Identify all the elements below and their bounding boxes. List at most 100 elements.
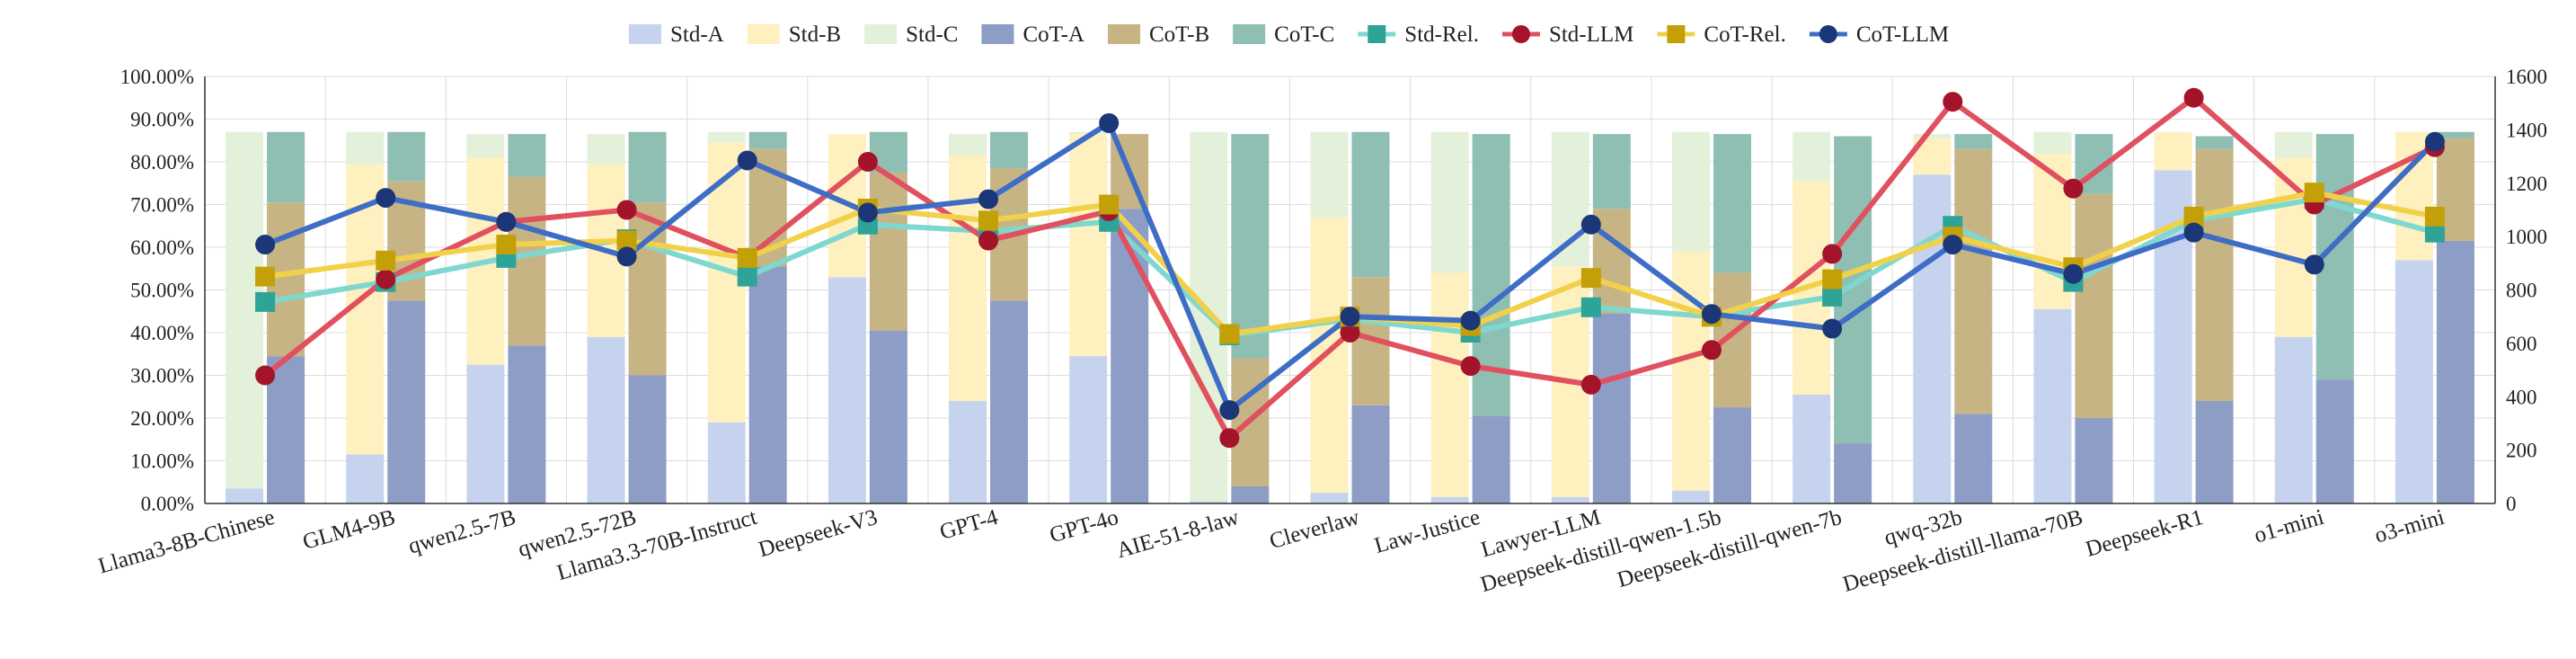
bar-std-c-6 [949,134,987,156]
bar-std-a-11 [1551,496,1589,503]
point-std-llm-11 [1580,374,1601,395]
bar-cot-a-15 [2075,418,2113,503]
legend-label-cot-rel: CoT-Rel. [1704,22,1785,47]
point-cot-rel-7 [1099,194,1120,215]
bar-cot-c-1 [387,131,426,182]
y-axis-tick-label: 100.00% [120,66,194,88]
bar-cot-c-0 [267,131,305,203]
point-std-rel-13 [1822,286,1843,307]
point-std-llm-0 [255,365,276,386]
bar-std-c-17 [2274,131,2313,158]
legend-swatch-cot-b [1107,24,1140,44]
point-cot-llm-7 [1099,112,1120,133]
y2-axis-tick-label: 1600 [2506,66,2547,88]
point-std-rel-18 [2424,222,2445,243]
y-axis-tick-label: 70.00% [130,194,194,217]
point-cot-rel-16 [2183,206,2204,227]
y-axis-tick-label: 10.00% [130,450,194,473]
bar-cot-a-1 [387,300,426,503]
bar-std-c-1 [346,131,385,165]
bar-std-b-7 [1069,134,1108,357]
bar-std-a-6 [949,401,987,503]
legend-swatch-std-c [864,24,898,44]
bar-std-b-6 [949,155,987,401]
point-cot-llm-2 [496,211,517,232]
bar-std-a-7 [1069,356,1108,503]
bar-std-a-13 [1793,394,1831,503]
x-axis-tick-label: Llama3-8B-Chinese [95,505,277,579]
point-std-llm-15 [2063,178,2084,199]
bar-cot-a-9 [1351,405,1390,503]
bar-std-b-10 [1430,272,1469,497]
point-cot-rel-13 [1822,269,1843,289]
point-cot-rel-6 [978,210,999,231]
bar-std-a-0 [226,488,264,503]
point-cot-llm-17 [2304,254,2324,275]
legend-swatch-std-a [629,24,661,44]
bar-cot-c-6 [990,131,1029,169]
point-std-rel-4 [737,266,757,287]
x-axis-tick-label: AIE-51-8-law [1114,505,1242,564]
bar-cot-a-7 [1111,209,1149,503]
point-cot-rel-18 [2424,206,2445,227]
point-std-llm-13 [1822,244,1843,264]
x-axis-tick-label: GPT-4 [937,505,1001,545]
bar-std-a-12 [1671,490,1710,503]
bar-cot-c-9 [1351,131,1390,278]
legend-label-std-c: Std-C [906,22,958,47]
point-cot-llm-5 [857,202,878,223]
bar-std-a-17 [2274,336,2313,503]
bar-std-c-12 [1671,131,1710,252]
bar-cot-c-8 [1231,134,1270,359]
bar-std-a-10 [1430,496,1469,503]
bar-std-c-9 [1310,131,1349,218]
bar-cot-a-14 [1954,414,1993,503]
point-std-llm-8 [1219,428,1240,449]
bar-cot-b-14 [1954,148,1993,414]
bar-std-a-18 [2395,260,2433,503]
bar-cot-a-10 [1472,415,1510,503]
bar-std-a-2 [466,364,505,503]
legend-marker-cot-rel [1667,25,1686,43]
bar-cot-c-18 [2436,131,2474,138]
x-axis-tick-label: Law-Justice [1372,505,1483,558]
bar-std-b-16 [2154,131,2192,171]
bar-cot-c-3 [628,131,667,203]
point-cot-rel-4 [737,247,757,268]
legend-marker-std-rel [1368,25,1386,43]
y2-axis-tick-label: 1000 [2506,226,2547,248]
bar-std-c-10 [1430,131,1469,273]
y-axis-tick-label: 50.00% [130,280,194,302]
x-axis-tick-label: o3-mini [2372,505,2448,548]
bar-cot-b-15 [2075,193,2113,418]
bar-std-a-3 [587,336,625,503]
bar-cot-a-4 [748,266,787,503]
y2-axis-tick-label: 1200 [2506,173,2547,195]
grid-layer [204,76,2496,504]
point-cot-llm-0 [255,235,276,255]
bar-cot-b-16 [2195,148,2234,401]
x-axis-tick-label: qwen2.5-7B [405,505,518,559]
point-std-llm-12 [1701,340,1722,361]
bar-std-a-15 [2033,308,2072,503]
bar-cot-a-8 [1231,486,1270,503]
point-cot-llm-10 [1460,310,1481,331]
bar-cot-a-3 [628,375,667,503]
bar-cot-a-12 [1713,407,1751,503]
x-axis-tick-label: Deepseek-V3 [756,505,880,562]
point-std-rel-11 [1580,297,1601,317]
point-cot-rel-0 [255,266,276,287]
bar-std-c-13 [1793,131,1831,182]
bar-cot-a-17 [2315,379,2354,503]
legend-label-cot-llm: CoT-LLM [1856,22,1949,47]
point-cot-rel-17 [2304,183,2324,203]
point-cot-llm-18 [2424,131,2445,152]
y2-axis-tick-label: 0 [2506,493,2517,515]
legend-label-std-llm: Std-LLM [1549,22,1633,47]
point-std-llm-3 [616,200,637,220]
point-std-llm-6 [978,230,999,251]
legend-swatch-std-b [747,24,780,44]
bar-std-b-9 [1310,217,1349,494]
